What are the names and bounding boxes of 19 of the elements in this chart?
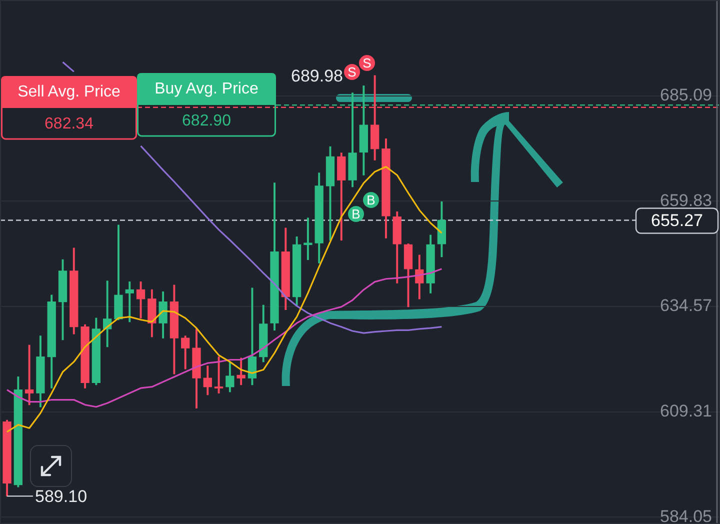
text: 655.27: [651, 210, 703, 230]
y-tick-label: 659.83: [660, 190, 712, 210]
y-tick-label: 634.57: [660, 296, 712, 316]
annotation: 589.10: [35, 486, 88, 506]
annotation: B: [366, 192, 376, 208]
annotation: 682.90: [182, 112, 232, 130]
y-tick-label: 685.09: [660, 86, 712, 105]
annotation: S: [348, 64, 357, 80]
candlestick: [304, 218, 312, 260]
annotation: 689.98: [291, 66, 343, 86]
annotation: S: [362, 56, 372, 71]
annotation: 682.34: [44, 115, 94, 132]
ref-line-label: Sell Avg. Price: [18, 83, 121, 100]
annotation: B: [352, 206, 360, 222]
y-tick-label: 584.05: [660, 506, 712, 524]
candlestick: [214, 356, 224, 394]
ref-line-label: Buy Avg. Price: [154, 80, 258, 98]
candlestick: [24, 344, 34, 406]
y-tick-label: 609.31: [660, 402, 712, 421]
